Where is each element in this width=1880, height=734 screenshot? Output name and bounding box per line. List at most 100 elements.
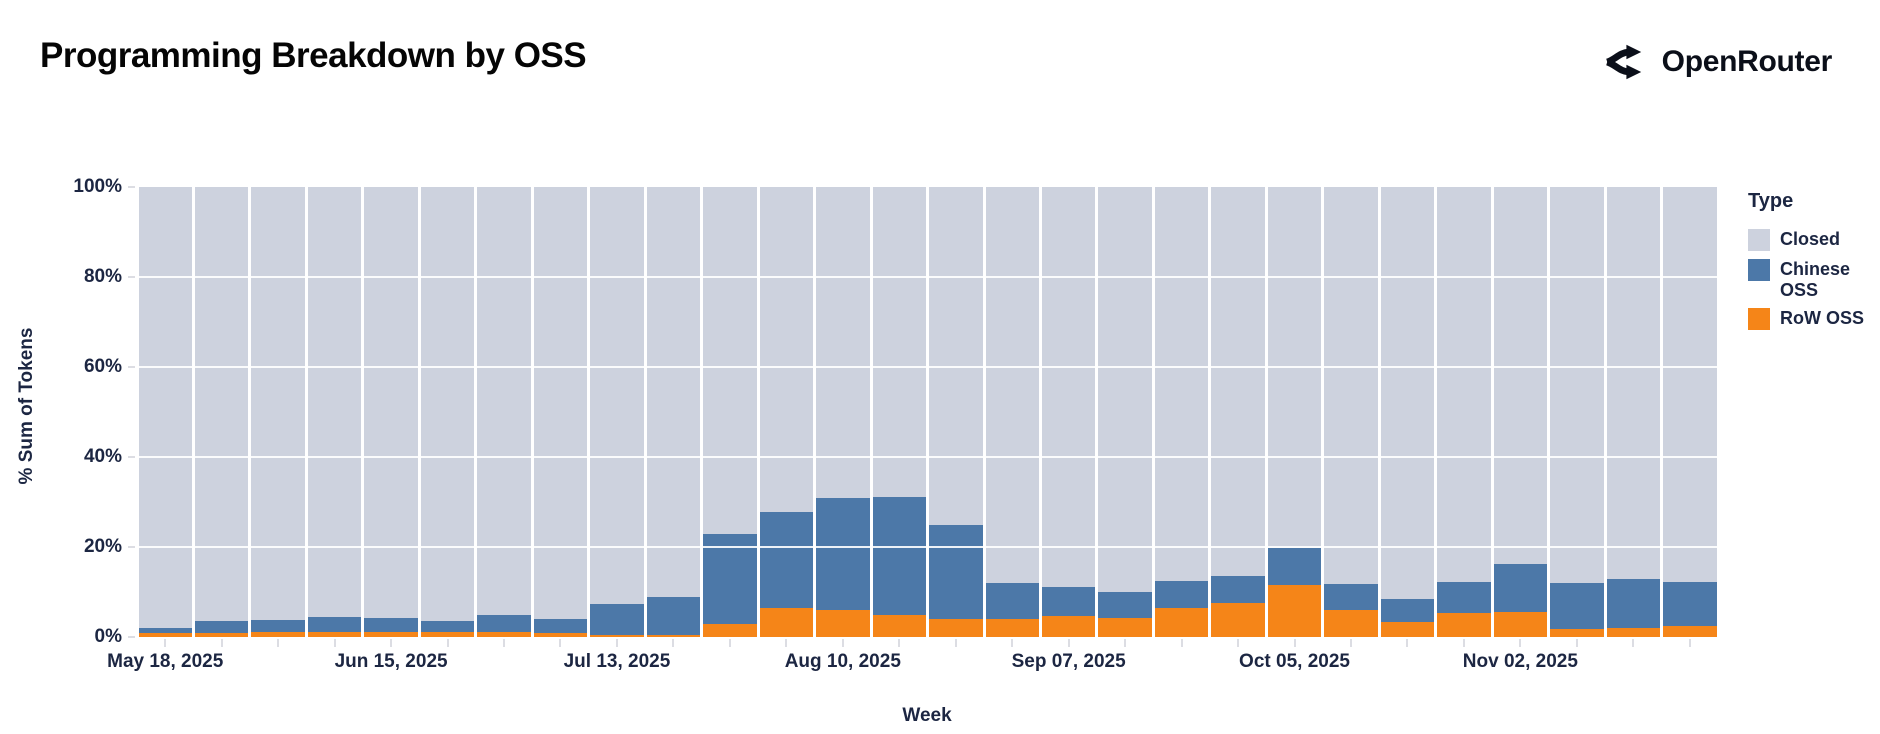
bar-segment-chinese-oss[interactable] bbox=[1663, 582, 1717, 626]
bar-segment-row-oss[interactable] bbox=[1380, 622, 1435, 637]
bar-segment-row-oss[interactable] bbox=[307, 631, 362, 637]
bar-segment-row-oss[interactable] bbox=[1154, 608, 1209, 637]
bar-segment-row-oss[interactable] bbox=[1267, 585, 1322, 637]
bar-segment-chinese-oss[interactable] bbox=[533, 619, 588, 633]
bar-segment-closed[interactable] bbox=[1324, 187, 1378, 585]
bar-segment-chinese-oss[interactable] bbox=[1493, 563, 1548, 613]
bar-segment-row-oss[interactable] bbox=[1606, 628, 1661, 637]
bar-segment-row-oss[interactable] bbox=[759, 608, 814, 637]
bar-segment-closed[interactable] bbox=[929, 187, 983, 526]
bar-segment-chinese-oss[interactable] bbox=[1380, 598, 1435, 623]
bar-segment-closed[interactable] bbox=[816, 187, 870, 498]
bar-segment-chinese-oss[interactable] bbox=[1267, 548, 1322, 586]
bar-jun-08-2025[interactable] bbox=[306, 187, 362, 637]
bar-nov-23-2025[interactable] bbox=[1662, 187, 1718, 637]
bar-segment-closed[interactable] bbox=[1663, 187, 1717, 583]
bar-segment-closed[interactable] bbox=[1606, 187, 1661, 579]
bar-oct-26-2025[interactable] bbox=[1436, 187, 1492, 637]
bar-aug-17-2025[interactable] bbox=[871, 187, 927, 637]
bar-segment-row-oss[interactable] bbox=[364, 632, 418, 637]
bar-segment-closed[interactable] bbox=[1380, 187, 1435, 599]
bar-segment-chinese-oss[interactable] bbox=[251, 619, 305, 633]
bar-segment-row-oss[interactable] bbox=[1663, 625, 1717, 637]
bar-segment-closed[interactable] bbox=[590, 187, 644, 604]
bar-segment-closed[interactable] bbox=[1550, 187, 1604, 583]
bar-segment-chinese-oss[interactable] bbox=[1550, 582, 1604, 629]
bar-segment-row-oss[interactable] bbox=[1098, 617, 1152, 637]
bar-segment-chinese-oss[interactable] bbox=[590, 603, 644, 636]
bar-segment-closed[interactable] bbox=[307, 187, 362, 618]
bar-nov-09-2025[interactable] bbox=[1549, 187, 1605, 637]
bar-segment-row-oss[interactable] bbox=[533, 632, 588, 637]
bar-segment-chinese-oss[interactable] bbox=[1042, 587, 1096, 616]
bar-segment-chinese-oss[interactable] bbox=[1154, 581, 1209, 609]
bar-segment-row-oss[interactable] bbox=[1550, 628, 1604, 637]
bar-segment-chinese-oss[interactable] bbox=[646, 596, 701, 636]
bar-segment-closed[interactable] bbox=[420, 187, 475, 621]
bar-sep-07-2025[interactable] bbox=[1041, 187, 1097, 637]
bar-segment-closed[interactable] bbox=[1154, 187, 1209, 582]
bar-nov-16-2025[interactable] bbox=[1605, 187, 1661, 637]
bar-segment-chinese-oss[interactable] bbox=[816, 497, 870, 611]
bar-jul-06-2025[interactable] bbox=[532, 187, 588, 637]
bar-jul-27-2025[interactable] bbox=[702, 187, 758, 637]
bar-aug-03-2025[interactable] bbox=[758, 187, 814, 637]
bar-jun-15-2025[interactable] bbox=[363, 187, 419, 637]
bar-segment-chinese-oss[interactable] bbox=[307, 617, 362, 632]
bar-segment-row-oss[interactable] bbox=[646, 635, 701, 637]
bar-segment-row-oss[interactable] bbox=[420, 632, 475, 637]
bar-segment-chinese-oss[interactable] bbox=[1606, 578, 1661, 629]
bar-segment-closed[interactable] bbox=[364, 187, 418, 619]
bar-segment-chinese-oss[interactable] bbox=[138, 628, 192, 634]
bar-segment-closed[interactable] bbox=[1493, 187, 1548, 564]
bar-segment-closed[interactable] bbox=[1437, 187, 1491, 583]
bar-sep-21-2025[interactable] bbox=[1153, 187, 1209, 637]
bar-segment-row-oss[interactable] bbox=[703, 624, 757, 637]
bar-segment-closed[interactable] bbox=[1042, 187, 1096, 588]
bar-jul-13-2025[interactable] bbox=[589, 187, 645, 637]
bar-may-25-2025[interactable] bbox=[193, 187, 249, 637]
bar-oct-05-2025[interactable] bbox=[1266, 187, 1322, 637]
bar-jun-22-2025[interactable] bbox=[419, 187, 475, 637]
bar-aug-10-2025[interactable] bbox=[815, 187, 871, 637]
bar-segment-row-oss[interactable] bbox=[590, 635, 644, 637]
bar-segment-row-oss[interactable] bbox=[477, 631, 531, 637]
openrouter-brand-link[interactable]: OpenRouter bbox=[1601, 42, 1832, 82]
bar-segment-closed[interactable] bbox=[138, 187, 192, 628]
bar-aug-24-2025[interactable] bbox=[928, 187, 984, 637]
bar-segment-closed[interactable] bbox=[194, 187, 249, 622]
bar-jun-29-2025[interactable] bbox=[476, 187, 532, 637]
bar-segment-closed[interactable] bbox=[872, 187, 927, 498]
bar-may-18-2025[interactable] bbox=[137, 187, 193, 637]
bar-segment-closed[interactable] bbox=[1098, 187, 1152, 592]
bar-segment-closed[interactable] bbox=[477, 187, 531, 615]
bar-segment-chinese-oss[interactable] bbox=[194, 621, 249, 634]
bar-segment-chinese-oss[interactable] bbox=[477, 614, 531, 632]
bar-segment-closed[interactable] bbox=[759, 187, 814, 513]
bar-nov-02-2025[interactable] bbox=[1492, 187, 1548, 637]
bar-segment-row-oss[interactable] bbox=[1437, 613, 1491, 637]
bar-segment-chinese-oss[interactable] bbox=[929, 525, 983, 619]
bar-segment-closed[interactable] bbox=[703, 187, 757, 535]
bar-segment-row-oss[interactable] bbox=[1211, 603, 1265, 637]
bar-segment-chinese-oss[interactable] bbox=[1098, 592, 1152, 618]
bar-aug-31-2025[interactable] bbox=[984, 187, 1040, 637]
bar-segment-chinese-oss[interactable] bbox=[703, 534, 757, 625]
bar-jul-20-2025[interactable] bbox=[645, 187, 701, 637]
bar-segment-row-oss[interactable] bbox=[194, 633, 249, 637]
bar-segment-closed[interactable] bbox=[251, 187, 305, 620]
bar-segment-row-oss[interactable] bbox=[251, 632, 305, 637]
bar-segment-row-oss[interactable] bbox=[816, 610, 870, 637]
bar-segment-closed[interactable] bbox=[646, 187, 701, 597]
bar-segment-chinese-oss[interactable] bbox=[985, 582, 1039, 619]
bar-jun-01-2025[interactable] bbox=[250, 187, 306, 637]
bar-segment-row-oss[interactable] bbox=[138, 633, 192, 637]
bar-segment-row-oss[interactable] bbox=[985, 618, 1039, 637]
bar-segment-row-oss[interactable] bbox=[1042, 615, 1096, 637]
bar-segment-row-oss[interactable] bbox=[872, 614, 927, 637]
bar-segment-row-oss[interactable] bbox=[929, 618, 983, 637]
bar-segment-closed[interactable] bbox=[1267, 187, 1322, 549]
bar-segment-closed[interactable] bbox=[1211, 187, 1265, 577]
bar-oct-19-2025[interactable] bbox=[1379, 187, 1435, 637]
bar-segment-chinese-oss[interactable] bbox=[420, 620, 475, 633]
